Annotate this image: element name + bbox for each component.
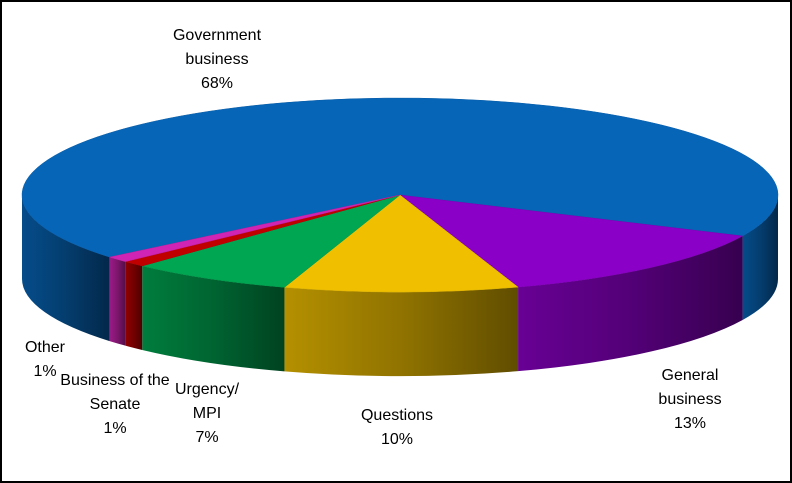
slice-top [399,194,744,288]
category-label: Other [24,339,65,356]
category-label: Business of the Senate [60,372,170,413]
slice-side [284,287,519,376]
slice-top [21,97,779,258]
value-label: 68% [200,75,234,92]
slice-top [283,194,519,293]
slice-side [518,235,743,372]
value-label: 1% [33,363,57,380]
category-label: General business [658,367,722,408]
data-label: Business of the Senate 1% [60,369,170,441]
data-label: Urgency/MPI 7% [170,378,244,450]
category-label: Urgency/MPI [174,381,240,422]
category-label: Government business [172,27,262,68]
value-label: 13% [673,415,707,432]
slice-top [142,194,401,288]
data-label: Questions 10% [342,404,452,452]
value-label: 10% [380,431,414,448]
data-label: General business 13% [635,364,745,436]
slice-top [108,194,401,262]
slice-side [142,265,285,372]
slice-side [109,257,126,346]
value-label: 1% [103,420,127,437]
data-label: Other 1% [10,336,80,384]
category-label: Questions [360,407,434,424]
slice-side [22,195,110,342]
slice-side [742,195,778,320]
value-label: 7% [195,429,219,446]
data-label: Government business 68% [142,24,292,96]
slice-side [125,261,143,350]
